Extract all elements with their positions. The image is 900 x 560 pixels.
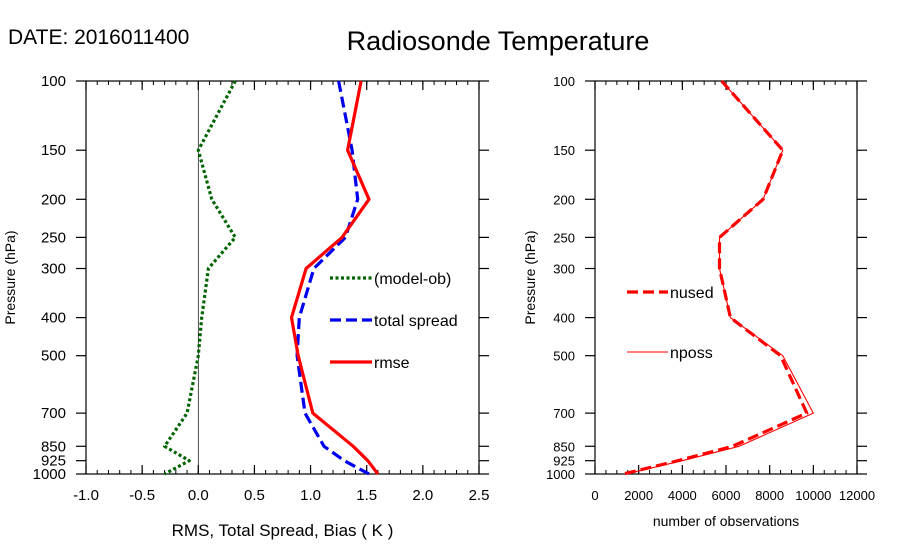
- y-axis-label: Pressure (hPa): [2, 230, 18, 324]
- y-tick-label: 300: [41, 261, 66, 278]
- x-tick-label: 2000: [624, 488, 653, 503]
- y-tick-label: 850: [41, 438, 66, 455]
- x-tick-label: 0: [591, 488, 598, 503]
- y-tick-label: 150: [41, 142, 66, 159]
- legend-label: nused: [670, 285, 714, 302]
- y-tick-label: 200: [41, 191, 66, 208]
- y-tick-label: 700: [41, 405, 66, 422]
- y-tick-label: 100: [553, 74, 575, 89]
- y-tick-label: 250: [553, 230, 575, 245]
- x-tick-label: 4000: [668, 488, 697, 503]
- series-line-rmse: [289, 80, 380, 475]
- y-tick-label: 250: [41, 229, 66, 246]
- left-chart-panel: -1.0 -0.5 0.0 0.5 1.0 1.5 2.0 2.5 100 150 200 250 30…: [2, 73, 489, 540]
- x-tick-label: 10000: [795, 488, 831, 503]
- plot-frame: [594, 80, 858, 475]
- x-tick-label: 1.5: [356, 487, 377, 504]
- y-tick-label: 500: [41, 348, 66, 365]
- y-tick-label: 400: [41, 310, 66, 327]
- legend-label: total spread: [374, 313, 458, 330]
- y-tick-label: 500: [553, 349, 575, 364]
- y-tick-label: 925: [553, 454, 575, 469]
- series-line-nposs: [625, 80, 814, 475]
- y-tick-label: 850: [553, 439, 575, 454]
- page-title: Radiosonde Temperature: [347, 26, 650, 56]
- x-tick-label: 8000: [755, 488, 784, 503]
- x-tick-label: 2.0: [412, 487, 433, 504]
- plot-frame: [85, 80, 480, 475]
- y-tick-label: 300: [553, 262, 575, 277]
- date-label: DATE: 2016011400: [8, 26, 189, 49]
- y-tick-label: 1000: [546, 467, 575, 482]
- legend-label: rmse: [374, 355, 410, 372]
- legend-label: nposs: [670, 345, 713, 362]
- x-tick-label: 1.0: [300, 487, 321, 504]
- x-tick-label: -1.0: [73, 487, 99, 504]
- y-axis-label: Pressure (hPa): [522, 230, 538, 324]
- x-tick-label: 12000: [839, 488, 875, 503]
- y-tick-label: 200: [553, 192, 575, 207]
- y-tick-label: 1000: [33, 466, 66, 483]
- y-tick-label: 400: [553, 311, 575, 326]
- y-tick-label: 925: [41, 453, 66, 470]
- x-tick-label: 2.5: [469, 487, 490, 504]
- series-line-nused: [623, 79, 809, 476]
- y-tick-label: 700: [553, 406, 575, 421]
- series-line--model-ob-: [163, 80, 237, 476]
- x-axis-label: number of observations: [653, 513, 799, 529]
- series-line-total-spread: [295, 80, 370, 476]
- x-axis-label: RMS, Total Spread, Bias ( K ): [172, 521, 394, 540]
- y-tick-label: 150: [553, 143, 575, 158]
- right-chart-panel: 0 2000 4000 6000 8000 10000 12000 100 150 200 250 3…: [522, 74, 875, 529]
- x-tick-label: -0.5: [129, 487, 155, 504]
- y-tick-label: 100: [41, 73, 66, 90]
- x-tick-label: 0.0: [188, 487, 209, 504]
- x-tick-label: 6000: [712, 488, 741, 503]
- x-tick-label: 0.5: [244, 487, 265, 504]
- legend-label: (model-ob): [374, 271, 451, 288]
